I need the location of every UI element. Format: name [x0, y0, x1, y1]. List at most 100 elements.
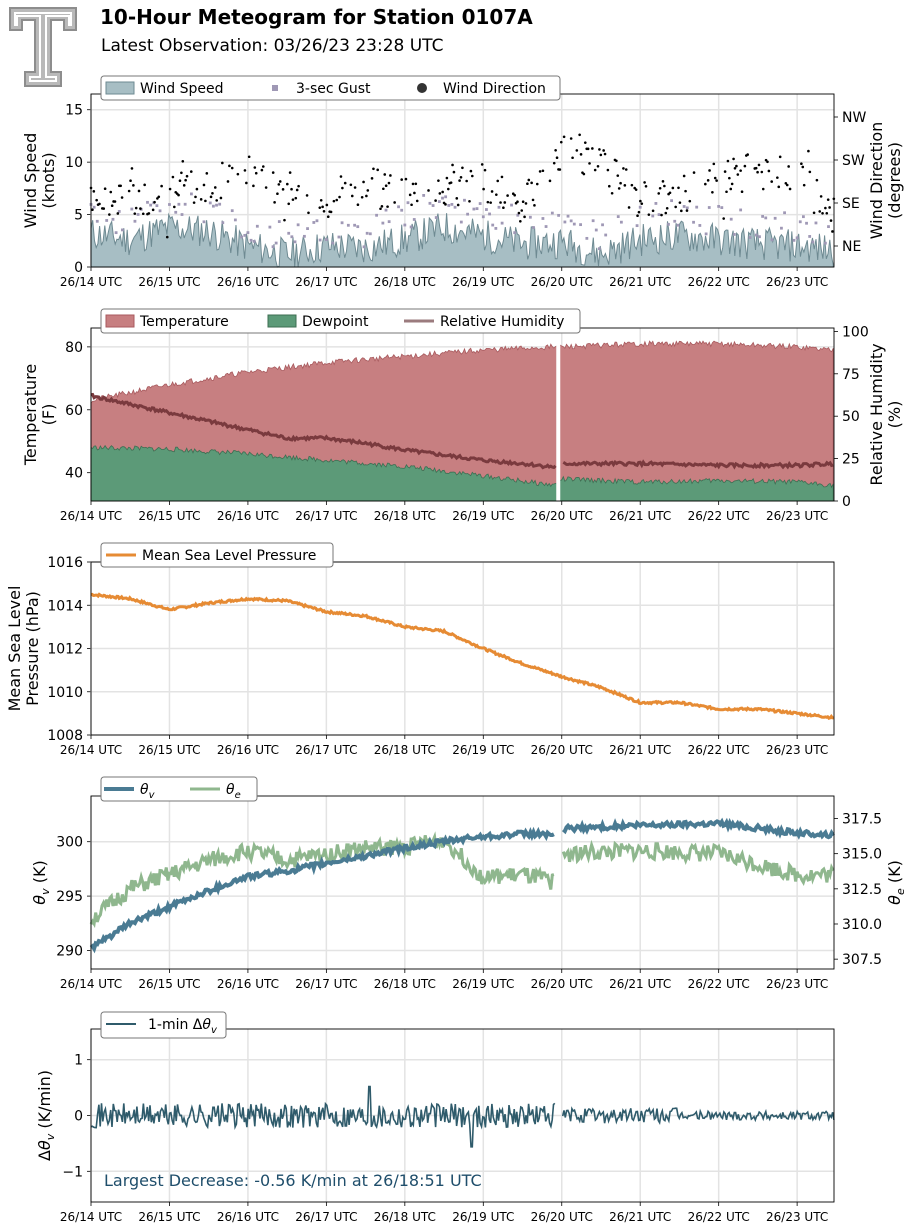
x-tick-label-pressure: 26/17 UTC	[295, 743, 357, 757]
y-tick-label-dtheta: 1	[74, 1053, 83, 1069]
gust-marker	[387, 220, 391, 224]
wind-direction-point	[616, 174, 620, 177]
gust-marker	[114, 231, 118, 235]
wind-direction-point	[754, 166, 758, 170]
gust-marker	[798, 220, 802, 224]
gust-marker	[450, 202, 454, 206]
wind-direction-point	[520, 209, 524, 212]
wind-direction-point	[228, 164, 231, 168]
wind-direction-point	[133, 212, 137, 215]
gust-marker	[306, 227, 309, 230]
x-tick-label-wind: 26/19 UTC	[452, 275, 514, 289]
wind-direction-point	[287, 202, 291, 206]
wind-direction-point	[177, 193, 180, 197]
page-subtitle: Latest Observation: 03/26/23 23:28 UTC	[101, 36, 444, 56]
wind-direction-point	[286, 182, 289, 186]
wind-direction-point	[657, 192, 661, 195]
wind-direction-point	[92, 190, 96, 193]
axis-label-theta-e: θe (K)	[885, 860, 907, 905]
wind-direction-point	[802, 183, 806, 187]
wind-direction-point	[688, 199, 692, 203]
gust-marker	[230, 209, 234, 213]
wind-direction-point	[644, 184, 648, 188]
wind-direction-point	[664, 211, 668, 215]
wind-direction-point	[490, 190, 494, 193]
y2-tick-label-rh: 75	[842, 367, 860, 383]
wind-direction-point	[777, 185, 781, 189]
gust-marker	[579, 223, 582, 227]
gust-marker	[422, 194, 426, 197]
gust-marker	[748, 236, 752, 239]
gust-marker	[177, 202, 181, 206]
gust-marker	[146, 200, 149, 204]
wind-direction-point	[729, 187, 733, 191]
wind-direction-point	[452, 170, 456, 174]
gust-marker	[249, 238, 253, 242]
gust-marker	[133, 219, 137, 223]
wind-direction-point	[410, 203, 413, 207]
wind-direction-point	[579, 153, 583, 156]
gust-marker	[95, 219, 99, 223]
x-tick-label-pressure: 26/23 UTC	[766, 743, 828, 757]
gust-marker	[215, 203, 218, 207]
wind-direction-point	[760, 170, 764, 174]
plot-border-pressure	[90, 561, 835, 736]
gust-marker	[729, 217, 733, 221]
wind-direction-point	[160, 184, 163, 188]
wind-speed-area	[90, 212, 834, 268]
gust-marker	[591, 219, 595, 223]
wind-direction-point	[157, 195, 161, 199]
wind-direction-point	[445, 176, 449, 180]
gust-marker	[792, 238, 796, 242]
wind-direction-point	[554, 149, 557, 152]
wind-direction-point	[569, 137, 573, 140]
gust-marker	[773, 216, 777, 220]
y2-tick-label-wind: NW	[842, 110, 866, 126]
wind-direction-point	[619, 181, 622, 185]
gust-marker	[805, 221, 808, 225]
wind-direction-point	[252, 184, 255, 188]
gust-marker	[252, 240, 256, 243]
x-tick-label-temp: 26/17 UTC	[295, 509, 357, 523]
gust-marker	[428, 201, 432, 205]
x-tick-label-wind: 26/23 UTC	[766, 275, 828, 289]
wind-direction-point	[143, 183, 146, 187]
wind-direction-point	[189, 170, 193, 173]
wind-direction-point	[264, 186, 268, 189]
y2-tick-label-rh: 50	[842, 409, 860, 425]
gust-marker	[783, 211, 786, 215]
wind-direction-point	[503, 201, 507, 204]
gust-marker	[346, 223, 350, 227]
wind-direction-point	[180, 171, 183, 175]
wind-direction-point	[578, 133, 581, 137]
wind-direction-point	[746, 153, 749, 156]
gust-marker	[221, 221, 225, 225]
gust-marker	[494, 226, 498, 230]
wind-direction-point	[530, 181, 533, 185]
wind-direction-point	[307, 211, 310, 215]
gust-marker	[365, 231, 369, 235]
wind-direction-point	[366, 189, 370, 192]
gust-marker	[293, 240, 297, 244]
wind-direction-point	[800, 162, 803, 166]
wind-direction-point	[548, 179, 552, 183]
legend-label-dtheta: 1-min Δθv	[148, 1017, 218, 1036]
wind-direction-point	[711, 190, 714, 194]
wind-direction-point	[708, 169, 711, 172]
y-tick-label-dtheta: 0	[74, 1109, 83, 1125]
wind-direction-point	[495, 193, 498, 196]
gust-marker	[761, 215, 765, 218]
wind-direction-point	[95, 198, 98, 202]
gust-marker	[616, 215, 620, 219]
wind-direction-point	[533, 204, 536, 207]
wind-direction-point	[756, 170, 759, 174]
wind-direction-point	[449, 181, 453, 184]
legend-label-theta: θe	[226, 782, 241, 801]
wind-direction-point	[743, 164, 747, 168]
x-tick-label-theta: 26/17 UTC	[295, 977, 357, 991]
wind-direction-point	[606, 168, 610, 172]
wind-direction-point	[321, 205, 324, 209]
wind-direction-point	[271, 171, 275, 174]
x-tick-label-temp: 26/23 UTC	[766, 509, 828, 523]
wind-direction-point	[692, 171, 696, 174]
